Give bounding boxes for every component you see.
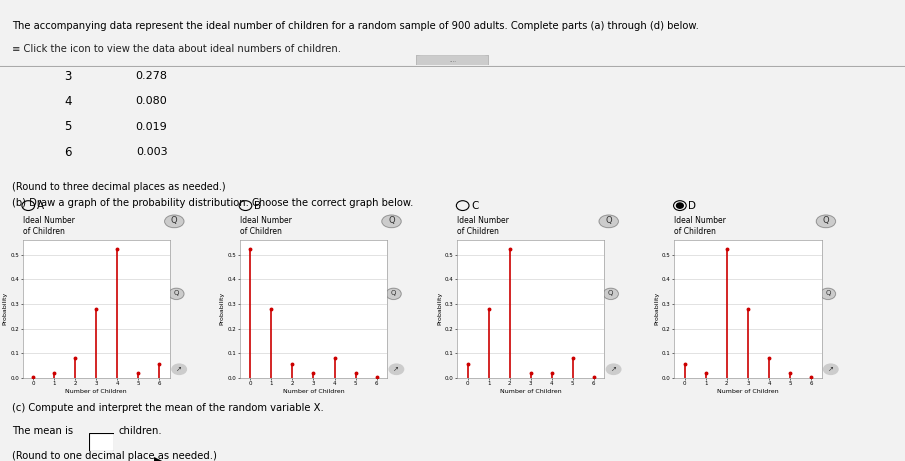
Text: ≡ Click the icon to view the data about ideal numbers of children.: ≡ Click the icon to view the data about …	[12, 44, 341, 54]
Text: ↗: ↗	[176, 366, 182, 372]
Text: 0.003: 0.003	[136, 147, 167, 157]
Text: Ideal Number
of Children: Ideal Number of Children	[23, 216, 74, 236]
Circle shape	[382, 215, 401, 228]
Text: B: B	[253, 201, 261, 211]
FancyBboxPatch shape	[89, 433, 114, 451]
Y-axis label: Probability: Probability	[654, 292, 659, 325]
Text: Ideal Number
of Children: Ideal Number of Children	[457, 216, 509, 236]
Circle shape	[165, 215, 184, 228]
Text: (Round to three decimal places as needed.): (Round to three decimal places as needed…	[12, 182, 225, 192]
Circle shape	[821, 288, 835, 300]
Text: The mean is: The mean is	[12, 426, 73, 436]
Circle shape	[606, 364, 621, 374]
Circle shape	[677, 203, 683, 208]
Circle shape	[816, 215, 835, 228]
Text: Q: Q	[608, 290, 614, 296]
Text: ▶: ▶	[154, 455, 162, 461]
Text: Q: Q	[605, 216, 612, 225]
Text: Q: Q	[388, 216, 395, 225]
X-axis label: Number of Children: Number of Children	[65, 389, 127, 394]
Text: 0.019: 0.019	[136, 122, 167, 132]
FancyBboxPatch shape	[416, 55, 489, 66]
Text: Ideal Number
of Children: Ideal Number of Children	[674, 216, 726, 236]
Text: 6: 6	[64, 146, 71, 159]
Circle shape	[172, 364, 186, 374]
Text: ↗: ↗	[394, 366, 399, 372]
Text: (Round to one decimal place as needed.): (Round to one decimal place as needed.)	[12, 451, 216, 461]
X-axis label: Number of Children: Number of Children	[500, 389, 561, 394]
Circle shape	[599, 215, 618, 228]
Text: ↗: ↗	[611, 366, 616, 372]
Y-axis label: Probability: Probability	[3, 292, 7, 325]
Text: Q: Q	[174, 290, 179, 296]
Text: ↗: ↗	[828, 366, 834, 372]
Text: ....: ....	[449, 58, 456, 63]
Text: 3: 3	[64, 70, 71, 83]
Text: children.: children.	[119, 426, 162, 436]
Text: 0.278: 0.278	[136, 71, 167, 81]
Text: Q: Q	[823, 216, 829, 225]
Text: C: C	[471, 201, 479, 211]
X-axis label: Number of Children: Number of Children	[282, 389, 344, 394]
Text: 5: 5	[64, 120, 71, 133]
Text: D: D	[689, 201, 696, 211]
Text: (b) Draw a graph of the probability distribution. Choose the correct graph below: (b) Draw a graph of the probability dist…	[12, 198, 414, 208]
Y-axis label: Probability: Probability	[220, 292, 224, 325]
Text: Ideal Number
of Children: Ideal Number of Children	[240, 216, 291, 236]
Y-axis label: Probability: Probability	[437, 292, 442, 325]
Circle shape	[824, 364, 838, 374]
Circle shape	[386, 288, 401, 300]
Text: Q: Q	[825, 290, 831, 296]
Text: (c) Compute and interpret the mean of the random variable X.: (c) Compute and interpret the mean of th…	[12, 403, 323, 414]
Text: Q: Q	[171, 216, 177, 225]
Text: Q: Q	[391, 290, 396, 296]
Text: A: A	[36, 201, 43, 211]
Text: 0.080: 0.080	[136, 96, 167, 106]
Circle shape	[389, 364, 404, 374]
X-axis label: Number of Children: Number of Children	[717, 389, 778, 394]
Circle shape	[604, 288, 618, 300]
Circle shape	[169, 288, 184, 300]
Text: The accompanying data represent the ideal number of children for a random sample: The accompanying data represent the idea…	[12, 21, 699, 31]
Text: 4: 4	[64, 95, 71, 108]
